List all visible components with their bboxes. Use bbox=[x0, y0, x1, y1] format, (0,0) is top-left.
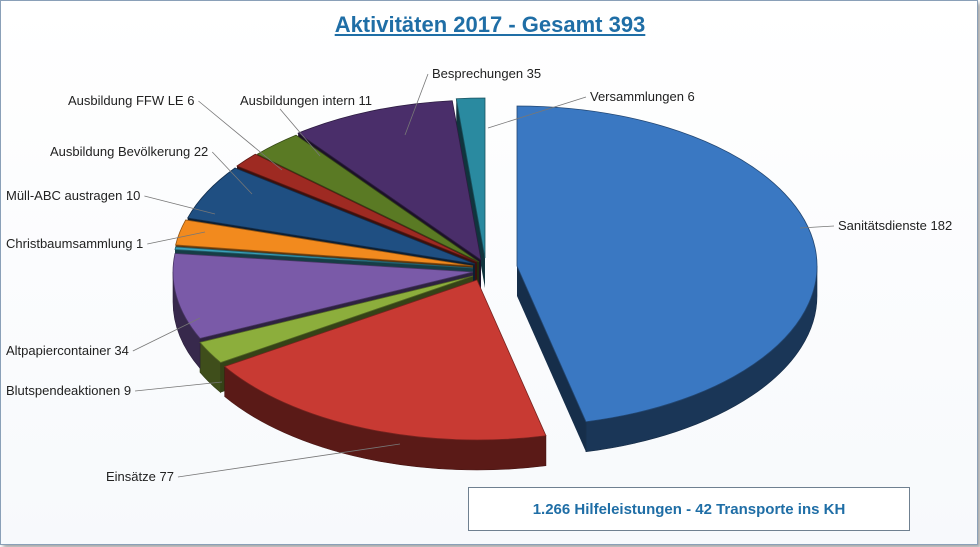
slice-label-9: Besprechungen 35 bbox=[432, 66, 541, 81]
slice-label-6: Ausbildung Bevölkerung 22 bbox=[50, 144, 208, 159]
pie-slice-7 bbox=[236, 153, 478, 263]
pie-slice-0 bbox=[516, 105, 818, 423]
leader-line-3 bbox=[132, 317, 201, 352]
leader-line-7 bbox=[198, 100, 283, 171]
slice-label-4: Christbaumsammlung 1 bbox=[6, 236, 143, 251]
pie-slice-1 bbox=[223, 279, 547, 441]
pie-slice-5 bbox=[175, 219, 474, 267]
leader-line-5 bbox=[144, 195, 216, 215]
pie-slice-4 bbox=[174, 246, 474, 269]
pie-slice-8 bbox=[256, 134, 480, 263]
leader-line-9 bbox=[404, 73, 429, 136]
leader-line-1 bbox=[177, 443, 401, 478]
slice-label-5: Müll-ABC austragen 10 bbox=[6, 188, 140, 203]
leader-line-2 bbox=[135, 381, 223, 392]
pie-slice-face-0-1 bbox=[517, 266, 586, 452]
pie-slice-9 bbox=[297, 100, 482, 261]
slice-label-3: Altpapiercontainer 34 bbox=[6, 343, 129, 358]
chart-title: Aktivitäten 2017 - Gesamt 393 bbox=[334, 12, 646, 37]
summary-note: 1.266 Hilfeleistungen - 42 Transporte in… bbox=[468, 487, 910, 531]
leader-line-4 bbox=[147, 231, 206, 245]
pie-slice-2 bbox=[199, 275, 474, 364]
leader-line-6 bbox=[211, 151, 253, 195]
pie-slice-6 bbox=[187, 167, 476, 265]
slice-label-2: Blutspendeaktionen 9 bbox=[6, 383, 131, 398]
pie-slice-3 bbox=[172, 253, 474, 339]
slice-label-7: Ausbildung FFW LE 6 bbox=[68, 93, 194, 108]
leader-line-10 bbox=[487, 96, 587, 129]
slice-label-0: Sanitätsdienste 182 bbox=[838, 218, 952, 233]
leader-line-8 bbox=[279, 108, 321, 157]
pie-slice-10 bbox=[455, 97, 486, 259]
slice-label-10: Versammlungen 6 bbox=[590, 89, 695, 104]
leader-line-0 bbox=[799, 225, 835, 229]
slice-label-8: Ausbildungen intern 11 bbox=[240, 93, 372, 108]
slice-label-1: Einsätze 77 bbox=[106, 469, 174, 484]
